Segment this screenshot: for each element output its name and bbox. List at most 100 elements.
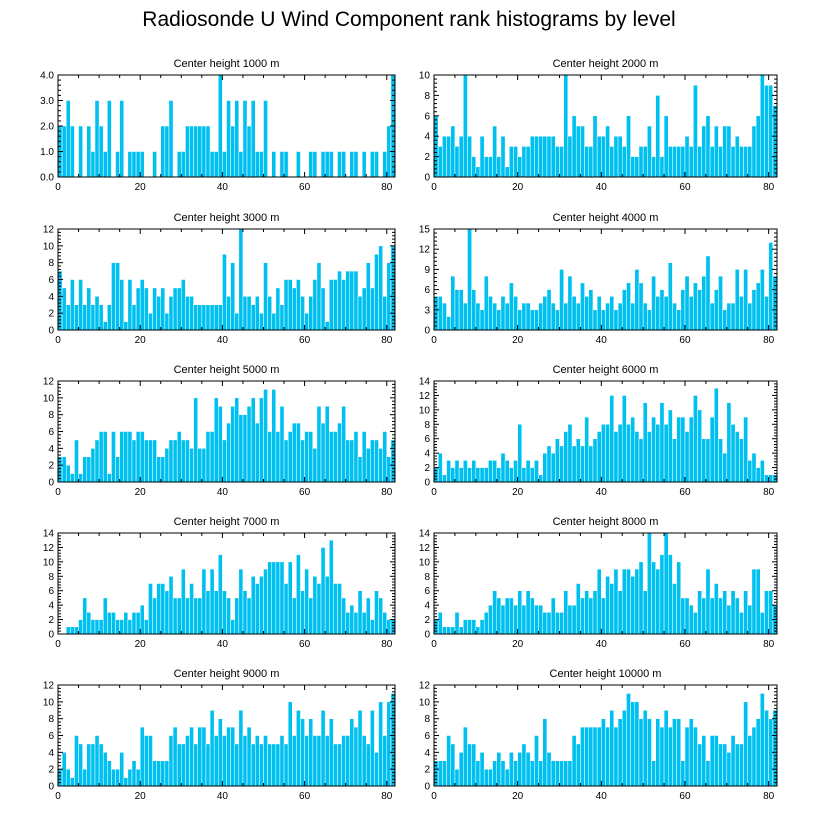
bar [626,115,631,178]
bar [538,474,544,483]
bar [458,289,464,331]
bar [542,612,548,635]
bar [454,612,460,635]
bar [651,275,656,331]
bar [70,626,75,635]
panel-2: 0 20 40 60 80 0 2 4 6 8 10 Center height 2000 m [419,58,778,193]
bar [86,612,92,635]
bar [613,309,619,331]
bar [764,710,769,787]
y-tick-label: 10 [43,393,55,404]
bar [374,439,379,483]
plot-frame [433,532,778,635]
bar [563,431,569,483]
bar [345,439,351,483]
bar [378,245,383,331]
bar [471,743,477,787]
bar [65,626,71,635]
bar [496,309,502,331]
y-tick-label: 3 [424,305,430,316]
bar [609,146,615,178]
x-tick-label: 40 [217,791,229,802]
bar [267,743,272,787]
bar [205,125,211,178]
bar [467,619,472,635]
y-tick-label: 2 [424,463,430,474]
bar [513,460,518,483]
bar [521,146,527,178]
y-tick-label: 4 [48,292,54,303]
bar [357,590,363,635]
bar [119,619,125,635]
bar [370,619,375,635]
bar [296,422,301,483]
bar [496,156,502,178]
bar [680,289,686,331]
bar [584,416,590,483]
bar [102,151,108,178]
bar [626,282,631,331]
bar [90,448,96,483]
y-tick-label: 6 [424,731,430,742]
y-tick-label: 0 [424,782,430,793]
bar [693,726,698,787]
bar [390,619,396,635]
bar [86,287,92,331]
bar [374,254,379,331]
bar [596,431,602,483]
bar [324,576,330,635]
bar [102,321,108,331]
bar [621,710,627,787]
bar [176,151,182,178]
bar [390,245,396,331]
bar [193,397,198,483]
bar [479,135,485,178]
bar [279,735,285,787]
bar [642,590,648,635]
y-tick-label: 10 [43,241,55,252]
x-tick-label: 0 [431,791,437,802]
bar [601,718,606,787]
bar [605,125,610,178]
bar [672,718,677,787]
y-tick-label: 0 [48,782,54,793]
x-tick-label: 0 [55,791,61,802]
x-tick-label: 40 [596,182,608,193]
bar [500,135,506,178]
bar [263,735,268,787]
x-tick-label: 60 [299,335,311,346]
bar [152,439,157,483]
bar [659,289,665,331]
bar [550,302,556,331]
bar [320,287,326,331]
bar [374,752,379,787]
bar [663,424,669,483]
bar [308,718,314,787]
bar [726,752,732,787]
bar [747,604,753,635]
bar [500,452,506,483]
bar [647,309,652,331]
y-tick-label: 12 [419,391,431,402]
bar [172,726,178,787]
bar [156,760,161,787]
bar [304,568,309,635]
bar [500,604,506,635]
bar [361,431,367,483]
bar [454,460,460,483]
bar [65,304,71,331]
bar [743,590,748,635]
bar [567,275,573,331]
bar [361,151,367,178]
bar [634,568,640,635]
plot-frame [433,74,778,178]
bar [588,597,594,635]
bar [312,576,318,635]
bar [337,270,342,331]
bar [189,448,194,483]
bar [234,312,240,331]
bar [714,289,719,331]
bar [74,304,79,331]
bar [164,448,170,483]
bar [529,467,535,483]
